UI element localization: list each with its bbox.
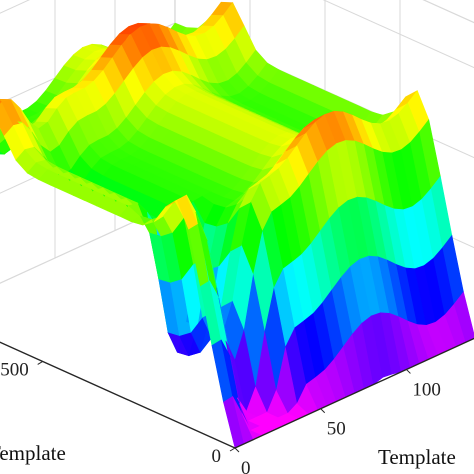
y-tick-mark xyxy=(229,447,236,452)
y-axis-label: Template xyxy=(0,441,66,465)
grid-line-horizontal xyxy=(322,0,474,69)
tick-labels: 0 50 100 0 500 xyxy=(0,359,441,474)
x-tick-mark xyxy=(406,369,411,374)
back-pane xyxy=(0,0,176,284)
x-tick-label: 100 xyxy=(412,379,441,400)
y-tick-mark xyxy=(37,361,43,365)
x-axis-label: Template xyxy=(378,445,456,469)
x-tick-mark xyxy=(320,408,326,414)
surface-mesh xyxy=(0,1,474,449)
x-tick-mark xyxy=(234,447,240,453)
y-tick-label: 0 xyxy=(212,446,222,467)
x-axis-line xyxy=(234,337,474,449)
y-tick-label: 500 xyxy=(0,359,29,380)
x-tick-label: 50 xyxy=(327,419,346,440)
y-axis-line xyxy=(0,341,236,449)
axis-lines xyxy=(0,337,474,449)
x-tick-label: 0 xyxy=(241,458,251,474)
